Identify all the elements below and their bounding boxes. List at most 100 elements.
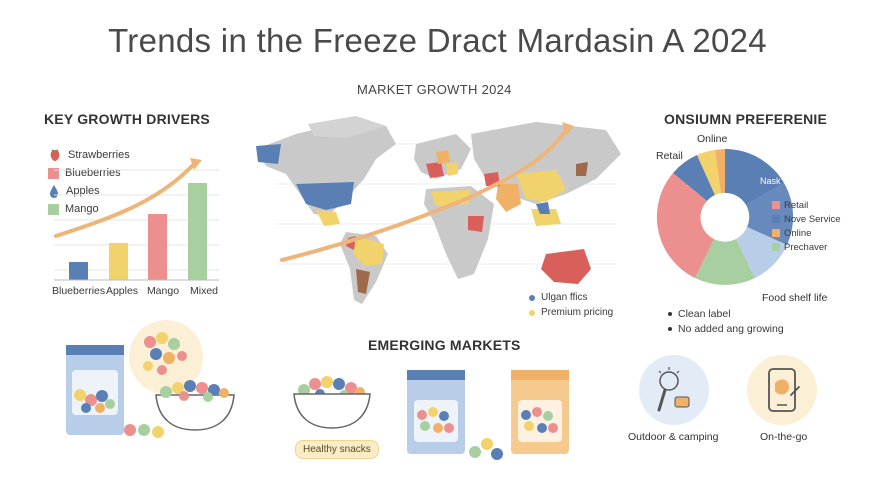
bullet-text: Clean label (678, 307, 731, 320)
bullet-dot (668, 311, 672, 316)
page-title: Trends in the Freeze Dract Mardasin A 20… (108, 22, 767, 59)
pref-legend-item: Online (772, 226, 841, 240)
bar-mango (148, 214, 167, 280)
pref-legend: Retail Nove Service Online Prechaver (772, 198, 841, 254)
swatch (772, 243, 780, 251)
greenland-canada-shape (308, 116, 386, 138)
phone-snack-icon (768, 368, 800, 412)
map-legend-item: Premium pricing (529, 305, 613, 320)
pref-legend-item: Retail (772, 198, 841, 212)
food-shelf-callout: Food shelf life (762, 292, 828, 304)
bullet-dot (668, 326, 672, 331)
bar-blueberries (69, 262, 88, 280)
online-callout: Online (697, 133, 728, 145)
two-pouches-illustration (407, 370, 569, 460)
swatch-pink (48, 167, 59, 179)
bite (152, 426, 164, 438)
key-drivers-heading: KEY GROWTH DRIVERS (44, 111, 210, 127)
outdoor-label: Outdoor & camping (628, 431, 719, 443)
pref-legend-label: Nove Service (784, 213, 841, 225)
bite (481, 438, 493, 450)
onthego-icon-circle (747, 355, 817, 425)
orange-pouch-top (511, 370, 569, 380)
legend-mango: Mango (48, 200, 130, 218)
healthy-snacks-badge: Healthy snacks (295, 440, 379, 459)
swatch-green (48, 203, 59, 215)
market-trend-arrow (280, 128, 568, 262)
bowl-icon (293, 393, 371, 429)
slice-prechaver (695, 239, 755, 285)
spain-shape (426, 162, 444, 178)
slice-retail (656, 173, 714, 278)
world-map (256, 116, 621, 304)
drivers-bar-chart (54, 158, 219, 281)
preference-donut: Nask (656, 148, 794, 285)
bullet-text: No added ang growing (678, 322, 784, 335)
growth-trend-arrow (54, 164, 194, 238)
slice-retail-blue (673, 155, 715, 201)
nask-label: Nask (760, 176, 781, 186)
bar-label: Blueberries (52, 285, 106, 297)
bowl-bites (160, 380, 229, 402)
argentina-shape (356, 269, 370, 294)
slice-food-shelf (736, 227, 787, 278)
pref-legend-label: Retail (784, 199, 809, 211)
swatch (772, 229, 780, 237)
swatch (772, 215, 780, 223)
blue-pouch-top (407, 370, 465, 380)
bar-label: Mixed (189, 285, 218, 297)
australia-shape (541, 249, 591, 284)
floating-bites (143, 332, 187, 375)
mexico-shape (316, 210, 340, 226)
asia-shape (471, 122, 621, 204)
market-growth-heading: MARKET GROWTH 2024 (357, 82, 512, 97)
pref-legend-label: Online (784, 227, 812, 239)
map-legend-item: Ulgan ffics (529, 290, 613, 305)
growth-arrowhead (190, 158, 202, 170)
market-arrowhead (562, 122, 574, 136)
bite (124, 424, 136, 436)
bite (138, 424, 150, 436)
pref-legend-item: Nove Service (772, 212, 841, 226)
pref-legend-item: Prechaver (772, 240, 841, 254)
legend-label: Apples (66, 185, 100, 197)
pouch-bites (521, 407, 558, 433)
camping-icon (657, 367, 690, 412)
italy-shape (446, 162, 458, 176)
bar-mixed (188, 183, 207, 280)
pref-legend-label: Prechaver (784, 241, 828, 253)
bullet-item: No added ang growing (668, 321, 784, 336)
pouch-window (518, 400, 562, 442)
onthego-label: On-the-go (760, 431, 808, 443)
swatch (772, 201, 780, 209)
snack-bowl-illustration (293, 376, 371, 429)
alaska-shape (256, 144, 281, 164)
bite (491, 448, 503, 460)
usa-shape (296, 182, 354, 210)
consumer-pref-heading: ONSIUMN PREFERENIE (664, 111, 828, 127)
pouch-bites (74, 389, 115, 413)
legend-label: Strawberries (68, 149, 130, 161)
bowl-icon (155, 394, 235, 431)
map-legend-label: Ulgan ffics (541, 292, 588, 303)
slice-online-orange (715, 149, 725, 193)
east-africa-shape (468, 216, 484, 232)
legend-dot-yellow (529, 309, 535, 316)
bar-apples (109, 243, 128, 280)
north-america-shape (256, 122, 396, 216)
bar-label: Apples (105, 285, 139, 297)
bite (469, 446, 481, 458)
bar-labels: Blueberries Apples Mango Mixed (52, 285, 224, 297)
southeast-asia-shape (531, 209, 561, 226)
pouch-top (66, 345, 124, 355)
emerging-heading: EMERGING MARKETS (368, 337, 521, 353)
outdoor-icon-circle (639, 355, 709, 425)
pouch-bites (417, 407, 454, 433)
slice-online (697, 150, 721, 195)
asia-blue-shape (536, 202, 550, 214)
slice-nove-service (746, 183, 794, 245)
slice-nask (725, 148, 784, 205)
japan-shape (576, 162, 588, 176)
brazil-shape (354, 236, 384, 266)
strawberry-icon (50, 149, 60, 161)
